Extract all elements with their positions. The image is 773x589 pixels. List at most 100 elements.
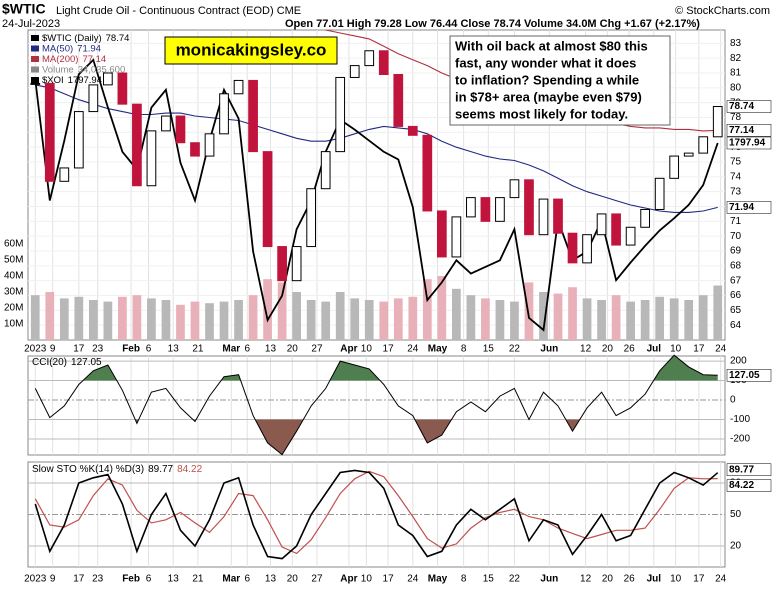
candle	[88, 84, 99, 113]
y-tick-label: -100	[730, 414, 750, 425]
volume-bar	[582, 298, 592, 340]
volume-tick-label: 40M	[4, 271, 23, 282]
x-tick-label: Feb	[122, 574, 140, 585]
y-tick-label: 82	[730, 53, 742, 64]
y-tick-label: -200	[730, 434, 750, 445]
y-tick-label: 71	[730, 216, 742, 227]
candle	[509, 179, 520, 199]
candle	[73, 111, 84, 169]
y-tick-label: 73	[730, 186, 742, 197]
volume-bar	[524, 282, 534, 340]
candle	[495, 197, 505, 222]
x-tick-label: 26	[624, 574, 636, 585]
x-tick-label: 13	[168, 574, 180, 585]
volume-bar	[481, 298, 490, 340]
candle	[625, 226, 636, 246]
x-tick-label: Jul	[647, 574, 662, 585]
y-tick-label: 67	[730, 275, 742, 286]
chart-date: 24-Jul-2023	[2, 18, 60, 30]
volume-bar	[306, 300, 316, 340]
y-tick-label: 81	[730, 68, 742, 79]
legend-swatch	[31, 56, 39, 62]
volume-bar	[277, 282, 287, 340]
candle	[306, 188, 317, 248]
x-tick-label: 17	[383, 574, 395, 585]
x-tick-label: 24	[715, 344, 727, 355]
legend-name: $XOI	[42, 75, 64, 86]
annotation-line: to inflation? Spending a while	[455, 72, 639, 87]
candle	[582, 234, 592, 264]
x-tick-label: 24	[715, 574, 727, 585]
quote: Open 77.01 High 79.28 Low 76.44 Close 78…	[285, 18, 700, 30]
volume-bar	[466, 295, 476, 340]
x-tick-label: 13	[265, 344, 277, 355]
volume-bar	[408, 296, 418, 340]
candle	[30, 82, 41, 85]
x-tick-label: 6	[244, 344, 250, 355]
volume-bar	[45, 292, 55, 340]
candle	[683, 152, 694, 157]
sto-line	[34, 469, 719, 560]
volume-tick-label: 20M	[4, 303, 23, 314]
candle	[654, 177, 665, 210]
y-tick-label: 68	[730, 260, 742, 271]
candle	[712, 106, 723, 138]
volume-bar	[684, 300, 694, 340]
candle	[277, 246, 287, 282]
volume-bar	[161, 300, 171, 340]
sto-k-value: 89.77	[148, 464, 173, 475]
candle	[117, 72, 128, 105]
x-tick-label: Apr	[340, 574, 357, 585]
candle	[436, 210, 447, 258]
legend-swatch	[31, 45, 39, 52]
x-tick-label: 17	[383, 344, 395, 355]
x-tick-label: 12	[580, 574, 592, 585]
volume-bar	[176, 304, 185, 340]
x-tick-label: May	[428, 344, 448, 355]
legend-entry: $XOI 1797.94	[42, 75, 102, 86]
volume-bar	[393, 298, 403, 340]
y-tick-label: 75	[730, 157, 742, 168]
y-tick-label: 70	[730, 231, 742, 242]
value-box-label: 78.74	[729, 101, 754, 112]
x-tick-label: 9	[50, 574, 56, 585]
candle	[219, 93, 229, 135]
x-tick-label: 17	[73, 344, 85, 355]
cci-value: 127.05	[71, 357, 102, 368]
volume-bar	[350, 298, 360, 340]
candle	[538, 198, 549, 236]
x-tick-label: 21	[192, 344, 204, 355]
value-box	[726, 100, 772, 113]
candle	[378, 50, 389, 75]
candle	[175, 115, 186, 144]
legend-value: 34,035,600	[78, 64, 126, 75]
value-box	[726, 124, 772, 137]
x-tick-label: 21	[192, 574, 204, 585]
volume-bar	[219, 301, 229, 340]
volume-bar	[539, 292, 548, 340]
x-tick-label: 23	[92, 574, 104, 585]
volume-bar	[30, 295, 40, 340]
value-box-label: 89.77	[729, 464, 754, 475]
volume-bar	[234, 300, 243, 340]
x-tick-label: 22	[509, 344, 521, 355]
x-tick-label: 13	[168, 344, 180, 355]
volume-bar	[248, 295, 258, 340]
volume-bar	[59, 298, 69, 340]
candle	[190, 142, 200, 157]
x-tick-label: 6	[146, 574, 152, 585]
value-box-label: 71.94	[729, 202, 754, 213]
cci-line	[34, 354, 718, 456]
value-box-label: 77.14	[729, 125, 754, 136]
annotation-line: seems most likely for today.	[455, 106, 628, 121]
legend-swatch	[31, 66, 39, 73]
annotation-line: fast, any wonder what it does	[455, 55, 636, 70]
candle	[103, 72, 113, 86]
volume-bar	[364, 300, 374, 340]
candle	[59, 167, 70, 182]
candle	[335, 76, 346, 153]
candle	[248, 79, 258, 153]
candle	[393, 73, 404, 127]
x-tick-label: 17	[693, 344, 705, 355]
candle	[422, 134, 433, 212]
